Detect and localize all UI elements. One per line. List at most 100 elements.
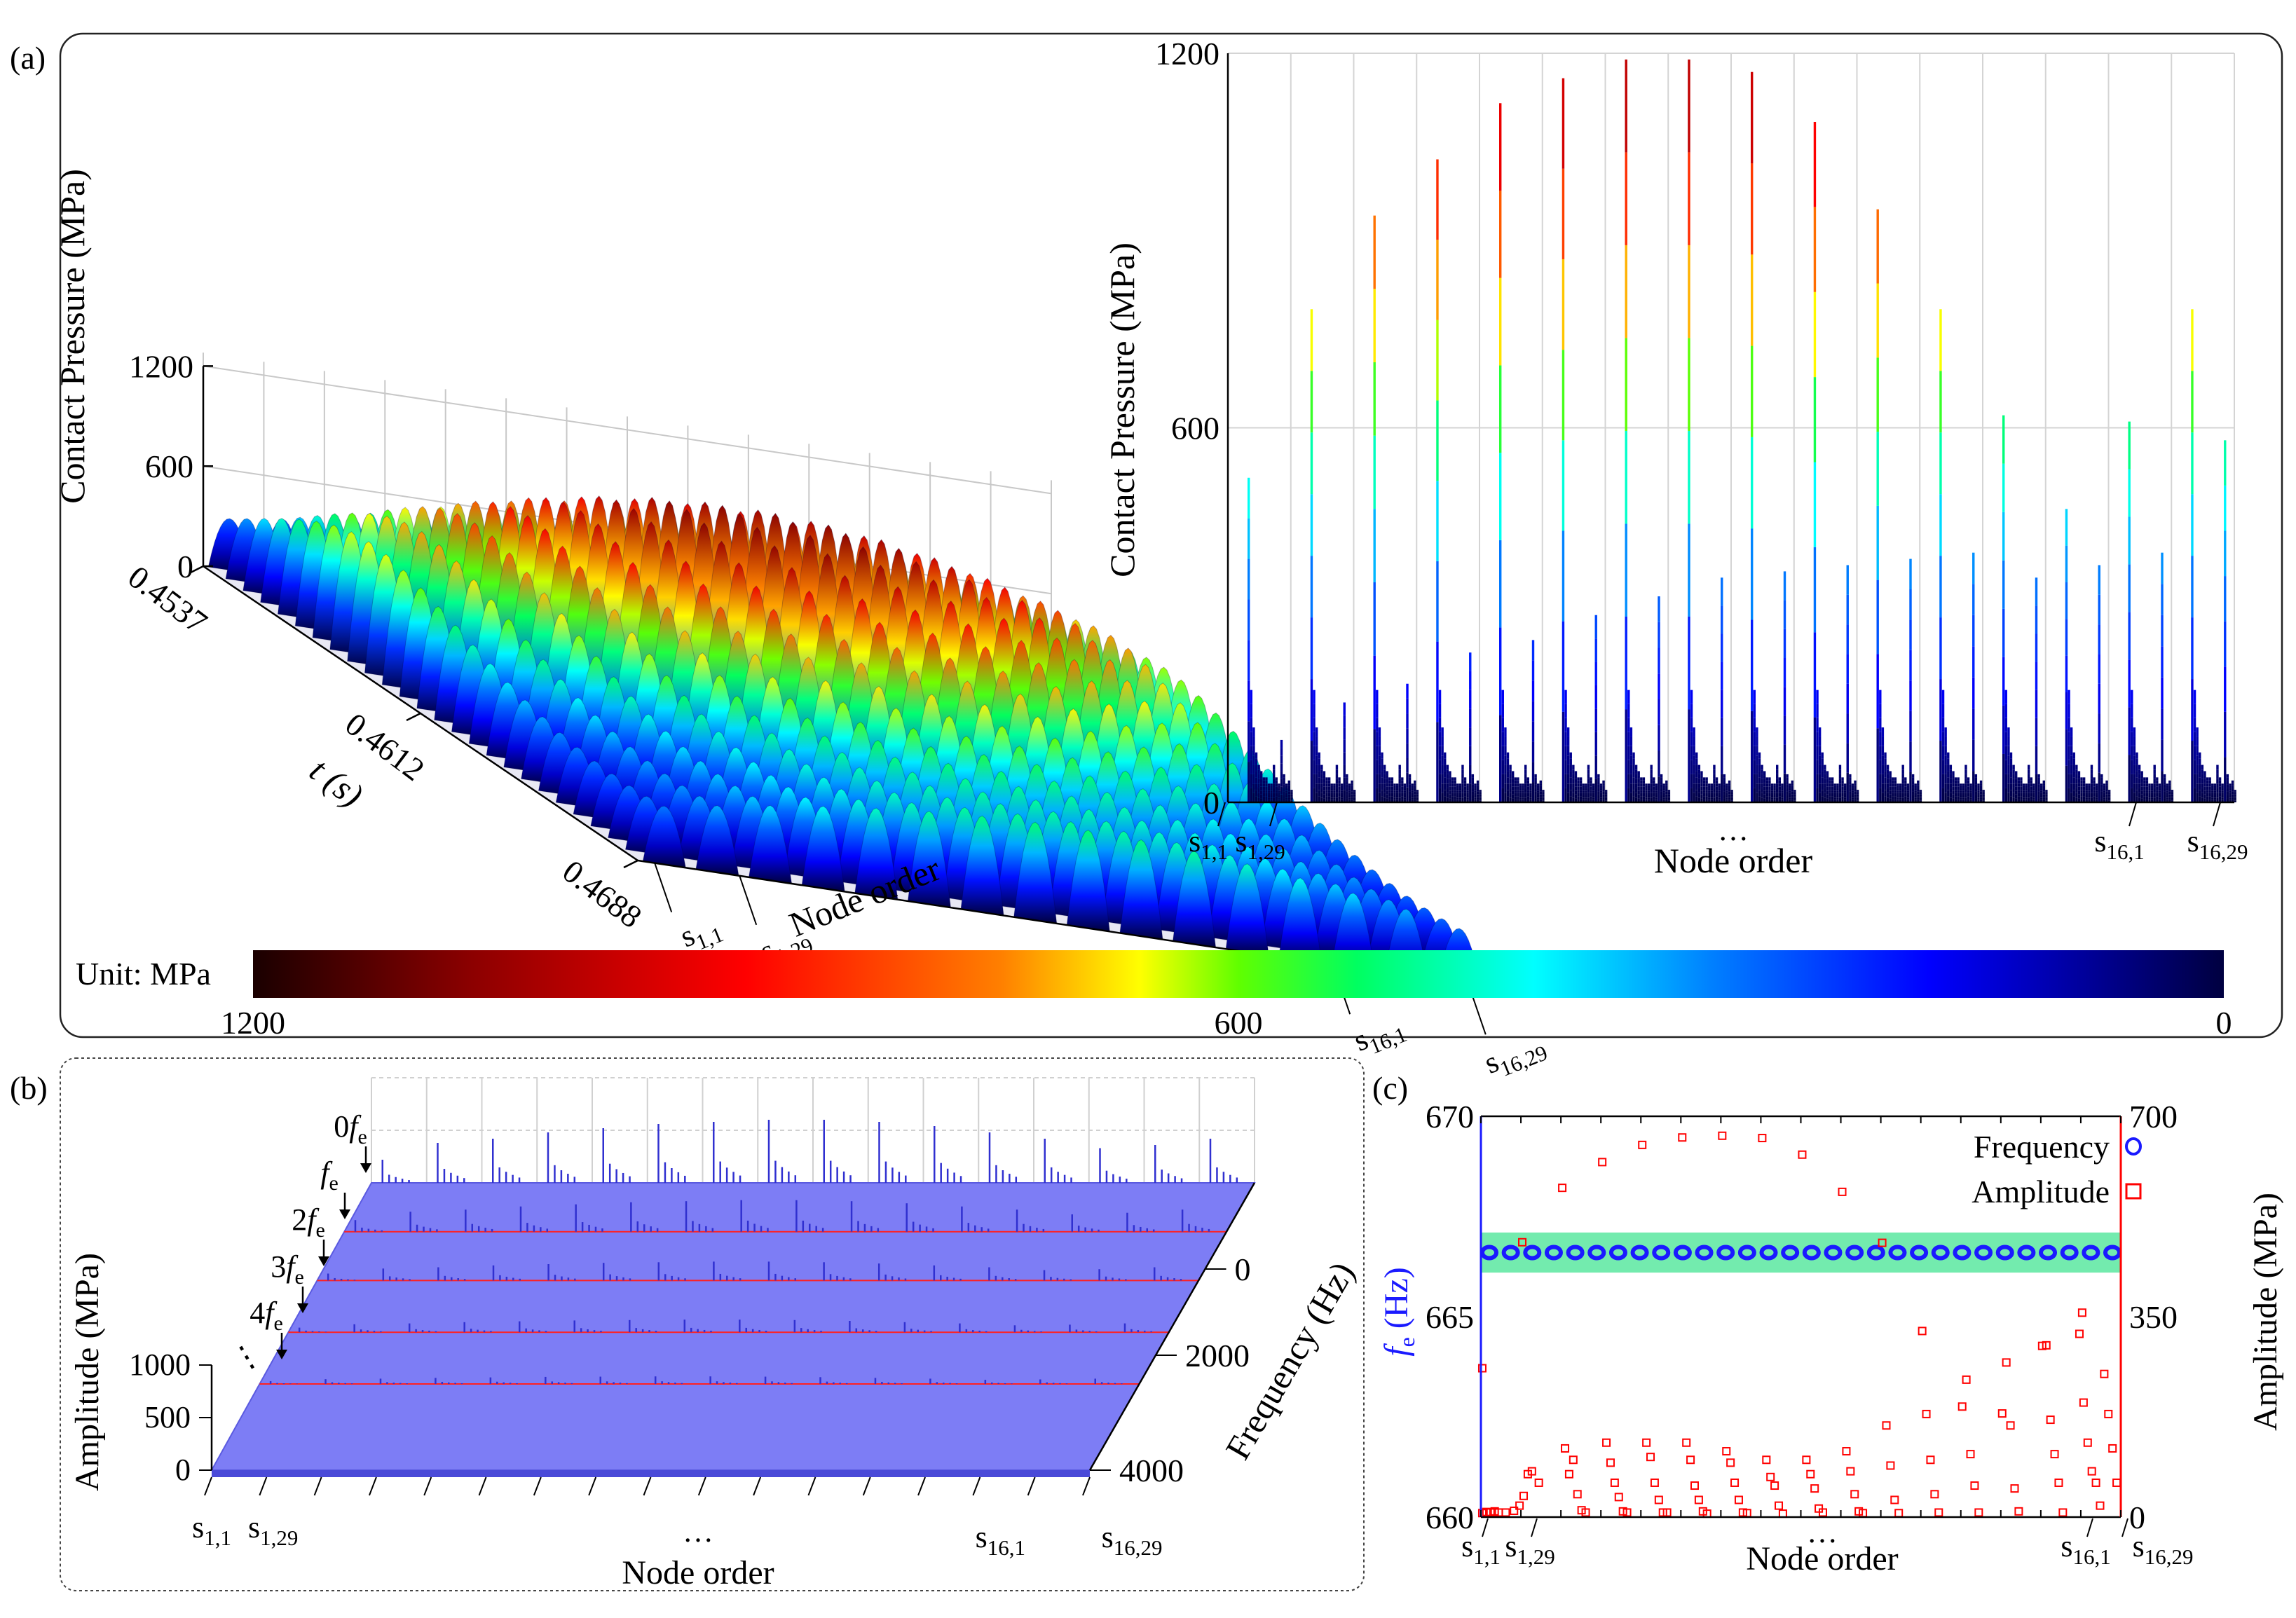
a2d-bar-segment <box>1509 779 1512 784</box>
a2d-bar-segment <box>1914 790 1917 793</box>
a2d-bar-segment <box>1512 798 1515 802</box>
a2d-y-axis-label: Contact Pressure (MPa) <box>1102 242 1142 577</box>
a2d-bar-segment <box>1255 777 1258 784</box>
a2d-bar-segment <box>1667 799 1671 801</box>
a2d-bar-segment <box>1730 797 1733 800</box>
a2d-bar-segment <box>2009 783 2013 790</box>
a2d-bar-segment <box>1730 790 1733 792</box>
a2d-bar-segment <box>2065 582 2068 619</box>
a2d-bar-segment <box>2156 783 2159 787</box>
a2d-bar-segment <box>1705 796 1708 800</box>
a2d-bar-segment <box>2208 799 2211 802</box>
a2d-bar-segment <box>2218 777 2222 781</box>
a2d-bar-segment <box>2012 765 2015 770</box>
a2d-bar-segment <box>1327 793 1331 797</box>
a2d-bar-segment <box>2028 774 2030 779</box>
a2d-bar-segment <box>2028 797 2030 802</box>
a2d-bar-segment <box>1718 786 1721 788</box>
a2d-bar-segment <box>2068 718 2070 732</box>
a2d-bar-segment <box>1960 783 1962 786</box>
a2d-bar-segment <box>1373 435 1376 509</box>
a2d-bar-segment <box>1441 783 1444 793</box>
a2d-bar-segment <box>1257 797 1260 802</box>
a2d-bar-segment <box>1702 799 1706 802</box>
a3d-ridge <box>907 811 952 908</box>
a2d-bar-segment <box>2035 690 2038 718</box>
a2d-bar-segment <box>1273 797 1276 802</box>
a2d-bar-segment <box>2234 791 2236 793</box>
a2d-bar-segment <box>1947 790 1950 797</box>
a2d-bar-segment <box>1512 771 1515 776</box>
a2d-bar-segment <box>1632 758 1635 765</box>
a2d-bar-segment <box>1539 780 1542 783</box>
a2d-bar-segment <box>1590 793 1592 797</box>
a2d-bar-segment <box>2131 760 2133 774</box>
a2d-bar-segment <box>1854 797 1857 800</box>
a2d-bar-segment <box>2035 577 2038 606</box>
a2d-bar-segment <box>1789 790 1791 793</box>
a2d-bar-segment <box>1768 783 1771 787</box>
a2d-bar-segment <box>1569 796 1572 802</box>
a2d-bar-segment <box>1280 794 1283 802</box>
panel-a-label: (a) <box>10 40 46 76</box>
a2d-bar-segment <box>1406 757 1409 773</box>
a2d-bar-segment <box>1758 771 1761 778</box>
a2d-bar-segment <box>1665 780 1668 783</box>
a2d-bar-segment <box>2095 795 2098 798</box>
a2d-bar-segment <box>2022 795 2025 798</box>
a2d-bar-segment <box>1458 797 1462 800</box>
a2d-bar-segment <box>1708 793 1711 795</box>
a2d-bar-segment <box>2032 786 2035 788</box>
a2d-bar-segment <box>1846 743 1849 773</box>
a2d-bar-segment <box>1655 788 1658 791</box>
a3d-t-tick <box>406 712 421 722</box>
a2d-bar-segment <box>1650 779 1653 784</box>
a2d-bar-segment <box>1841 783 1844 787</box>
a2d-bar-segment <box>1909 558 1912 590</box>
a2d-bar-segment <box>2211 795 2214 798</box>
a2d-bar-segment <box>1594 779 1597 802</box>
a2d-bar-segment <box>1252 783 1255 793</box>
a2d-bar-segment <box>1577 780 1580 784</box>
a2d-bar-segment <box>1388 796 1391 800</box>
a2d-bar-segment <box>2211 800 2214 802</box>
a2d-bar-segment <box>1977 790 1980 793</box>
a2d-bar-segment <box>2100 784 2103 788</box>
a2d-bar-segment <box>2201 788 2204 793</box>
a2d-bar-segment <box>1451 786 1454 790</box>
a2d-bar-segment <box>1403 783 1407 786</box>
a2d-bar-segment <box>1957 786 1960 790</box>
a2d-bar-segment <box>2080 799 2083 802</box>
a2d-bar-segment <box>2136 765 2138 772</box>
a2d-bar-segment <box>1406 698 1409 714</box>
a2d-bar-segment <box>1466 786 1469 788</box>
a2d-bar-segment <box>1574 779 1578 783</box>
a2d-bar-segment <box>1531 721 1535 742</box>
a2d-bar-segment <box>1310 494 1313 556</box>
a2d-bar-segment <box>1461 788 1464 793</box>
a2d-bar-segment <box>2068 704 2070 718</box>
a2d-bar-segment <box>1911 777 1915 781</box>
a2d-bar-segment <box>2080 796 2083 800</box>
a2d-bar-segment <box>1512 783 1515 787</box>
a2d-bar-segment <box>1265 780 1268 784</box>
a2d-bar-segment <box>2002 705 2005 754</box>
a2d-bar-segment <box>1826 771 1829 776</box>
a2d-bar-segment <box>1514 799 1517 802</box>
a2d-bar-segment <box>1982 793 1985 795</box>
a2d-bar-segment <box>1730 791 1733 793</box>
a2d-bar-segment <box>1884 771 1887 778</box>
a2d-bar-segment <box>1579 790 1583 793</box>
a2d-bar-segment <box>1776 765 1779 770</box>
a2d-bar-segment <box>1522 786 1524 788</box>
a2d-bar-segment <box>2203 798 2206 802</box>
a2d-bar-segment <box>1343 777 1346 790</box>
a2d-bar-segment <box>1260 779 1263 783</box>
a2d-bar-segment <box>1660 774 1663 778</box>
a2d-bar-segment <box>1697 793 1701 798</box>
a2d-bar-segment <box>1700 794 1703 799</box>
a2d-bar-segment <box>1791 780 1793 783</box>
a2d-bar-segment <box>1248 640 1250 681</box>
a2d-bar-segment <box>1768 780 1771 784</box>
a2d-bar-segment <box>1713 783 1716 788</box>
